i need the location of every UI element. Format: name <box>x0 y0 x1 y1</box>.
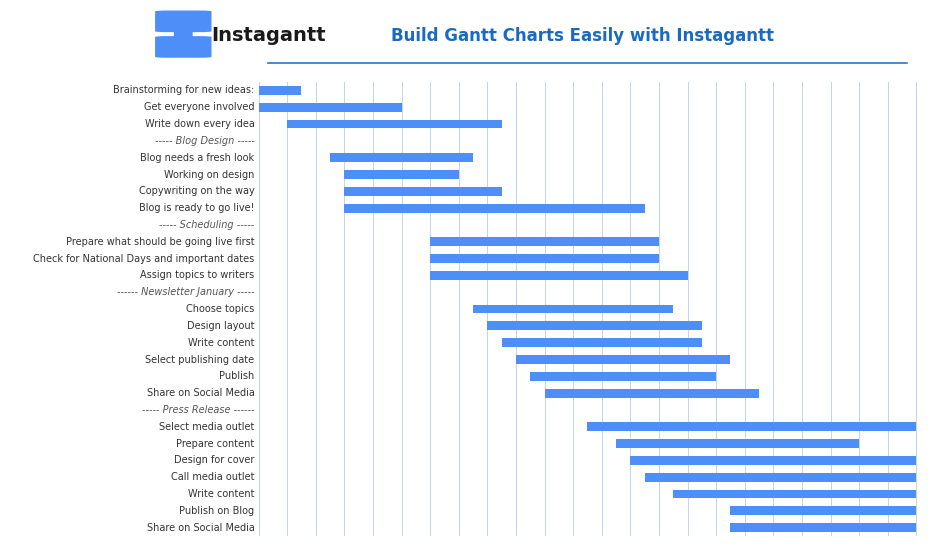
Text: Build Gantt Charts Easily with Instagantt: Build Gantt Charts Easily with Instagant… <box>391 27 775 44</box>
Bar <box>431 254 659 263</box>
Text: Check for National Days and important dates: Check for National Days and important da… <box>34 254 255 264</box>
Bar <box>287 120 502 129</box>
Text: ----- Press Release ------: ----- Press Release ------ <box>142 405 255 415</box>
Bar <box>431 237 659 246</box>
Text: ----- Blog Design -----: ----- Blog Design ----- <box>155 136 255 146</box>
Text: Working on design: Working on design <box>164 170 255 179</box>
Text: Copywriting on the way: Copywriting on the way <box>139 187 255 196</box>
FancyBboxPatch shape <box>174 31 193 39</box>
Bar <box>344 187 502 196</box>
Text: Instagantt: Instagantt <box>212 26 326 45</box>
Text: Get everyone involved: Get everyone involved <box>144 102 255 112</box>
Text: ------ Newsletter January -----: ------ Newsletter January ----- <box>117 287 255 297</box>
Text: Prepare what should be going live first: Prepare what should be going live first <box>66 237 255 247</box>
Bar <box>544 389 759 398</box>
FancyBboxPatch shape <box>155 36 212 58</box>
Text: Share on Social Media: Share on Social Media <box>147 522 255 533</box>
Text: Write down every idea: Write down every idea <box>145 119 255 129</box>
Text: Call media outlet: Call media outlet <box>171 472 255 482</box>
Bar <box>344 170 459 179</box>
Bar <box>473 305 673 313</box>
Bar <box>730 523 916 532</box>
Bar <box>730 507 916 515</box>
Bar <box>530 372 716 381</box>
Bar <box>645 473 916 481</box>
Text: Design for cover: Design for cover <box>174 456 255 465</box>
Bar <box>258 86 302 95</box>
Text: Select media outlet: Select media outlet <box>159 422 255 432</box>
Text: Blog is ready to go live!: Blog is ready to go live! <box>139 203 255 213</box>
Bar <box>673 490 916 498</box>
Bar <box>631 456 916 465</box>
Text: Assign topics to writers: Assign topics to writers <box>140 270 255 281</box>
Bar <box>258 103 401 112</box>
Text: ----- Scheduling -----: ----- Scheduling ----- <box>160 220 255 230</box>
Text: Blog needs a fresh look: Blog needs a fresh look <box>140 153 255 162</box>
Bar <box>487 322 702 330</box>
Text: Write content: Write content <box>188 337 255 348</box>
Text: Write content: Write content <box>188 489 255 499</box>
Text: Design layout: Design layout <box>187 321 255 331</box>
Text: Prepare content: Prepare content <box>177 439 255 449</box>
Text: Brainstorming for new ideas:: Brainstorming for new ideas: <box>114 85 255 96</box>
Text: Share on Social Media: Share on Social Media <box>147 388 255 398</box>
FancyBboxPatch shape <box>155 10 212 32</box>
Text: Publish: Publish <box>219 371 255 381</box>
Bar <box>516 355 730 364</box>
Bar <box>330 153 473 162</box>
Text: Choose topics: Choose topics <box>186 304 255 314</box>
Bar <box>616 439 859 448</box>
Bar <box>431 271 687 280</box>
Text: Select publishing date: Select publishing date <box>146 354 255 364</box>
Bar <box>344 204 645 213</box>
Text: Publish on Blog: Publish on Blog <box>180 506 255 516</box>
Bar <box>588 422 916 431</box>
Bar <box>502 338 702 347</box>
